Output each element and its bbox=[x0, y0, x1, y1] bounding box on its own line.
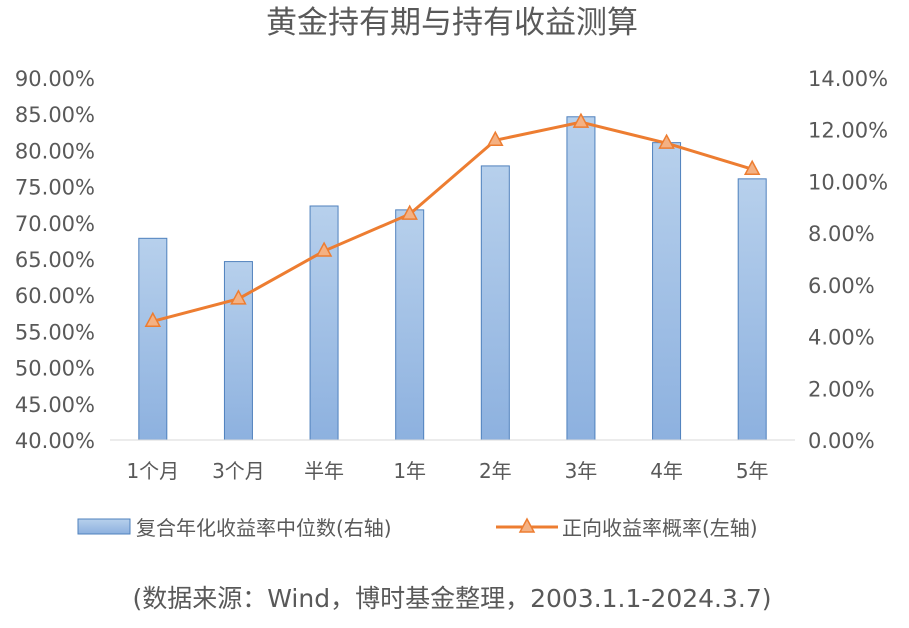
left-axis-tick-label: 55.00% bbox=[15, 320, 95, 344]
right-axis-tick-label: 10.00% bbox=[808, 170, 888, 194]
x-axis-tick-label: 1个月 bbox=[126, 459, 179, 483]
line-series bbox=[152, 120, 753, 323]
right-axis-tick-label: 6.00% bbox=[808, 274, 875, 298]
left-axis-tick-label: 45.00% bbox=[15, 393, 95, 417]
right-axis-tick-label: 8.00% bbox=[808, 222, 875, 246]
line-point bbox=[230, 289, 247, 305]
left-axis-tick-label: 90.00% bbox=[15, 67, 95, 91]
x-axis-tick-label: 1年 bbox=[393, 459, 426, 483]
left-axis-tick-label: 40.00% bbox=[15, 429, 95, 453]
x-axis-tick-label: 5年 bbox=[736, 459, 769, 483]
line-point bbox=[572, 112, 590, 128]
legend-bar-label: 复合年化收益率中位数(右轴) bbox=[136, 516, 392, 540]
legend: 复合年化收益率中位数(右轴) 正向收益率概率(左轴) bbox=[77, 516, 758, 540]
left-axis-tick-label: 50.00% bbox=[15, 357, 95, 381]
right-axis-tick-label: 0.00% bbox=[808, 429, 875, 453]
bar bbox=[737, 178, 767, 441]
x-axis-tick-label: 3个月 bbox=[212, 459, 265, 483]
legend-bar-swatch bbox=[77, 518, 131, 535]
bar bbox=[566, 116, 596, 441]
legend-triangle-marker bbox=[518, 517, 536, 533]
x-axis-tick-label: 3年 bbox=[565, 459, 598, 483]
bar bbox=[652, 142, 682, 441]
right-axis-tick-label: 14.00% bbox=[808, 67, 888, 91]
line-point bbox=[401, 204, 418, 220]
chart-title: 黄金持有期与持有收益测算 bbox=[266, 5, 638, 41]
left-axis-tick-label: 80.00% bbox=[15, 139, 95, 163]
bar bbox=[309, 205, 339, 441]
bar bbox=[223, 261, 253, 441]
line-point bbox=[144, 311, 162, 328]
left-axis-tick-label: 65.00% bbox=[15, 248, 95, 272]
right-axis-tick-label: 2.00% bbox=[808, 377, 875, 401]
right-axis-tick-label: 12.00% bbox=[808, 119, 888, 143]
line-point bbox=[743, 159, 761, 175]
legend-line-label: 正向收益率概率(左轴) bbox=[562, 516, 758, 540]
x-axis-tick-label: 2年 bbox=[479, 459, 512, 483]
line-point bbox=[658, 133, 675, 149]
right-axis-tick-label: 4.00% bbox=[808, 326, 875, 350]
left-axis-tick-label: 70.00% bbox=[15, 212, 95, 236]
line-point bbox=[315, 241, 333, 257]
left-axis-tick-label: 75.00% bbox=[15, 176, 95, 200]
line-point bbox=[487, 130, 504, 147]
x-axis-tick-label: 4年 bbox=[650, 459, 683, 483]
left-axis-tick-label: 60.00% bbox=[15, 284, 95, 308]
left-axis-tick-label: 85.00% bbox=[15, 103, 95, 127]
bar bbox=[395, 209, 425, 441]
bar bbox=[480, 165, 510, 441]
bar bbox=[138, 237, 168, 441]
source-note: (数据来源：Wind，博时基金整理，2003.1.1-2024.3.7) bbox=[132, 584, 771, 613]
x-axis-tick-label: 半年 bbox=[304, 459, 344, 483]
